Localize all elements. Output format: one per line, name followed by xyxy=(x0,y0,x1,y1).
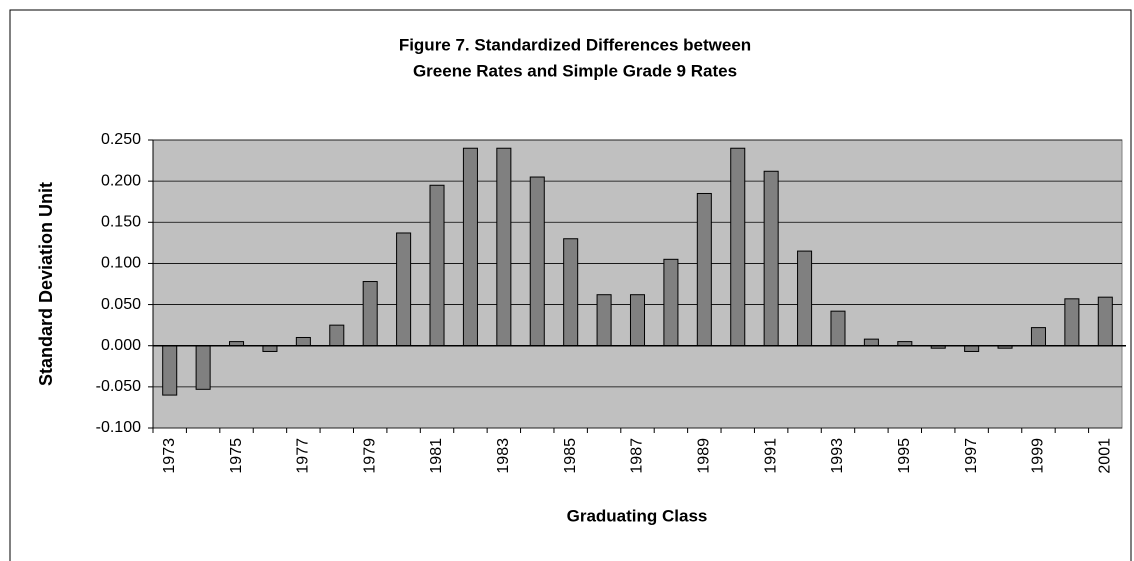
bar xyxy=(462,147,478,347)
bar xyxy=(1030,327,1046,347)
bar xyxy=(529,176,545,347)
y-tick-label: 0.050 xyxy=(101,296,141,313)
y-tick-label: 0.200 xyxy=(101,172,141,189)
x-tick-label: 1985 xyxy=(562,438,579,474)
x-tick-label: 1983 xyxy=(495,438,512,474)
bar xyxy=(797,250,813,347)
x-tick-label: 1987 xyxy=(629,438,646,474)
bar xyxy=(663,258,679,347)
chart-title: Greene Rates and Simple Grade 9 Rates xyxy=(413,61,737,80)
x-tick-label: 1997 xyxy=(963,438,980,474)
bar xyxy=(696,192,712,347)
bar xyxy=(763,170,779,347)
bar xyxy=(329,324,345,347)
x-tick-label: 1991 xyxy=(762,438,779,474)
x-axis-title: Graduating Class xyxy=(567,506,708,525)
x-tick-label: 1977 xyxy=(295,438,312,474)
y-tick-label: 0.000 xyxy=(101,337,141,354)
bar xyxy=(563,238,579,347)
y-tick-label: 0.250 xyxy=(101,131,141,148)
bar xyxy=(362,281,378,347)
bar xyxy=(1097,296,1113,347)
bar xyxy=(964,345,980,352)
x-tick-label: 1981 xyxy=(428,438,445,474)
bar xyxy=(730,147,746,347)
x-tick-label: 1979 xyxy=(361,438,378,474)
bar xyxy=(496,147,512,347)
bar xyxy=(262,345,278,352)
y-axis-title: Standard Deviation Unit xyxy=(36,182,56,386)
bar xyxy=(863,338,879,347)
x-tick-label: 1973 xyxy=(161,438,178,474)
x-tick-label: 1989 xyxy=(696,438,713,474)
x-tick-label: 1975 xyxy=(228,438,245,474)
x-tick-label: 1999 xyxy=(1030,438,1047,474)
bar xyxy=(195,345,211,390)
plot-area xyxy=(152,139,1123,429)
y-tick-label: 0.150 xyxy=(101,214,141,231)
chart-title: Figure 7. Standardized Differences betwe… xyxy=(399,35,751,54)
bar xyxy=(830,310,846,347)
y-tick-label: -0.050 xyxy=(96,378,141,395)
bar xyxy=(629,294,646,347)
bar xyxy=(429,184,445,347)
bar xyxy=(162,345,178,396)
bar xyxy=(396,232,412,347)
x-tick-label: 2001 xyxy=(1097,438,1114,474)
x-tick-label: 1995 xyxy=(896,438,913,474)
bar xyxy=(295,336,311,347)
y-tick-label: 0.100 xyxy=(101,255,141,272)
y-tick-label: -0.100 xyxy=(96,419,141,436)
chart-frame xyxy=(9,9,1132,561)
bar xyxy=(1064,298,1080,347)
bar xyxy=(596,294,612,347)
x-tick-label: 1993 xyxy=(829,438,846,474)
